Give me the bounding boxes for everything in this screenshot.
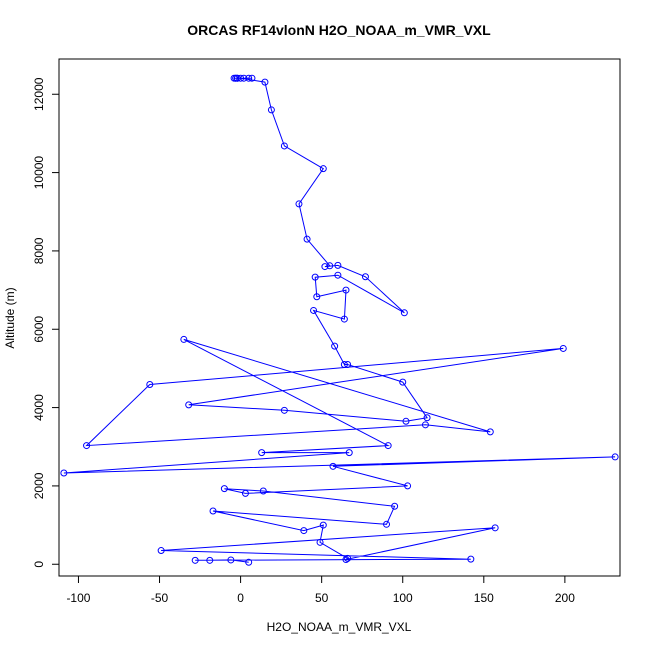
data-point <box>342 286 350 294</box>
data-point <box>311 273 319 281</box>
data-point <box>280 406 288 414</box>
y-tick-label: 10000 <box>32 156 46 190</box>
data-point <box>334 271 342 279</box>
x-tick-label: -100 <box>66 591 90 605</box>
x-axis-label: H2O_NOAA_m_VMR_VXL <box>267 620 412 634</box>
data-point <box>319 165 327 173</box>
y-axis: 0 2000 4000 6000 8000 10000 12000 <box>32 77 60 568</box>
data-point <box>404 482 412 490</box>
y-tick-label: 0 <box>32 561 46 568</box>
y-tick-label: 8000 <box>32 237 46 264</box>
data-point <box>233 74 241 82</box>
x-tick-label: 50 <box>315 591 329 605</box>
data-point <box>267 106 275 114</box>
y-tick-label: 2000 <box>32 472 46 499</box>
data-point <box>248 74 256 82</box>
data-point <box>340 315 348 323</box>
x-tick-label: -50 <box>151 591 169 605</box>
data-point <box>391 502 399 510</box>
x-axis: -100 -50 0 50 100 150 200 <box>66 575 575 605</box>
series-line <box>63 77 616 563</box>
data-point <box>185 401 193 409</box>
y-axis-label: Altitude (m) <box>3 287 17 348</box>
data-point <box>319 521 327 529</box>
data-point <box>423 414 431 422</box>
data-point <box>237 74 245 82</box>
data-point <box>399 378 407 386</box>
data-point <box>611 453 619 461</box>
data-point <box>157 547 165 555</box>
data-point <box>383 520 391 528</box>
data-point <box>280 142 288 150</box>
data-point <box>402 417 410 425</box>
chart-title: ORCAS RF14vlonN H2O_NOAA_m_VMR_VXL <box>187 22 491 38</box>
data-point <box>331 342 339 350</box>
data-point <box>334 261 342 269</box>
data-point <box>316 538 324 546</box>
x-tick-label: 100 <box>393 591 413 605</box>
y-tick-label: 4000 <box>32 394 46 421</box>
data-point <box>384 442 392 450</box>
data-point <box>303 235 311 243</box>
data-point <box>486 428 494 436</box>
data-point <box>209 507 217 515</box>
data-point <box>329 462 337 470</box>
data-point <box>60 469 68 477</box>
data-point <box>559 344 567 352</box>
data-point <box>259 487 267 495</box>
data-point <box>361 273 369 281</box>
y-tick-label: 12000 <box>32 77 46 111</box>
data-point <box>321 263 329 271</box>
data-point <box>344 361 352 368</box>
y-tick-label: 6000 <box>32 316 46 343</box>
data-point <box>491 524 499 532</box>
data-point <box>83 442 91 450</box>
data-point <box>146 380 154 388</box>
data-point <box>345 449 353 457</box>
data-point <box>206 556 214 564</box>
data-point <box>310 306 318 314</box>
data-point <box>220 485 228 493</box>
data-point <box>344 554 352 562</box>
data-point <box>261 78 269 86</box>
data-point <box>467 555 475 563</box>
data-point <box>295 200 303 208</box>
data-point <box>245 558 253 566</box>
data-point <box>300 527 308 535</box>
x-tick-label: 0 <box>237 591 244 605</box>
x-tick-label: 200 <box>555 591 575 605</box>
data-point <box>245 74 253 82</box>
data-point <box>258 449 266 457</box>
data-point <box>326 262 334 270</box>
data-point <box>191 556 199 564</box>
data-point <box>340 361 348 368</box>
data-point <box>400 309 408 317</box>
x-tick-label: 150 <box>474 591 494 605</box>
data-point <box>342 556 350 564</box>
data-point <box>313 293 321 301</box>
data-point <box>421 421 429 429</box>
data-point <box>241 489 249 497</box>
data-point <box>180 335 188 343</box>
data-point <box>227 556 235 564</box>
data-series <box>60 74 619 566</box>
